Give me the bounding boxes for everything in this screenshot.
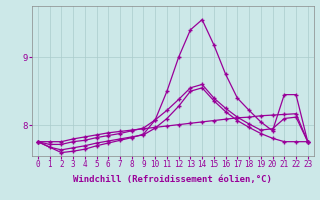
X-axis label: Windchill (Refroidissement éolien,°C): Windchill (Refroidissement éolien,°C) (73, 175, 272, 184)
